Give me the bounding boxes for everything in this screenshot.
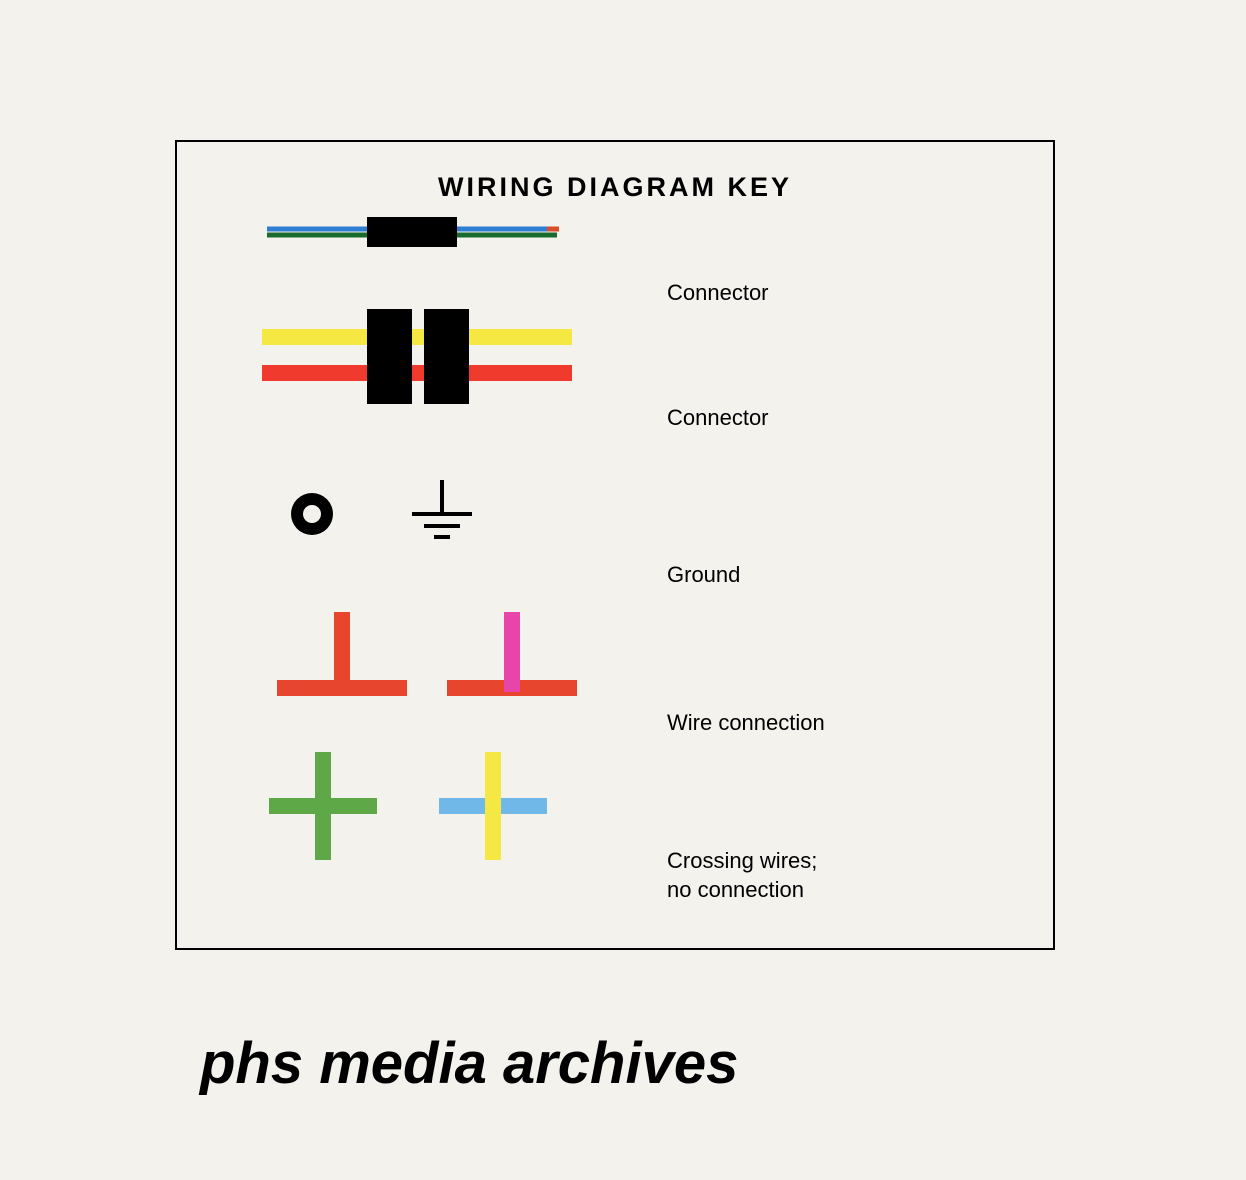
watermark-text: phs media archives bbox=[200, 1030, 738, 1097]
label-crossing-line1: Crossing wires;no connection bbox=[667, 848, 817, 902]
symbol-ground bbox=[237, 477, 637, 597]
label-wire-connection: Wire connection bbox=[667, 710, 825, 736]
label-crossing-wires: Crossing wires;no connection bbox=[667, 847, 817, 904]
diagram-title: WIRING DIAGRAM KEY bbox=[177, 172, 1053, 203]
symbol-crossing-wires bbox=[237, 747, 637, 867]
symbol-connector-double bbox=[237, 307, 637, 427]
label-ground: Ground bbox=[667, 562, 740, 588]
symbol-connector-single bbox=[237, 202, 637, 322]
label-connector-double: Connector bbox=[667, 405, 769, 431]
label-connector-single: Connector bbox=[667, 280, 769, 306]
diagram-key-box: WIRING DIAGRAM KEY Connector Connector bbox=[175, 140, 1055, 950]
symbol-wire-connection bbox=[237, 602, 637, 722]
